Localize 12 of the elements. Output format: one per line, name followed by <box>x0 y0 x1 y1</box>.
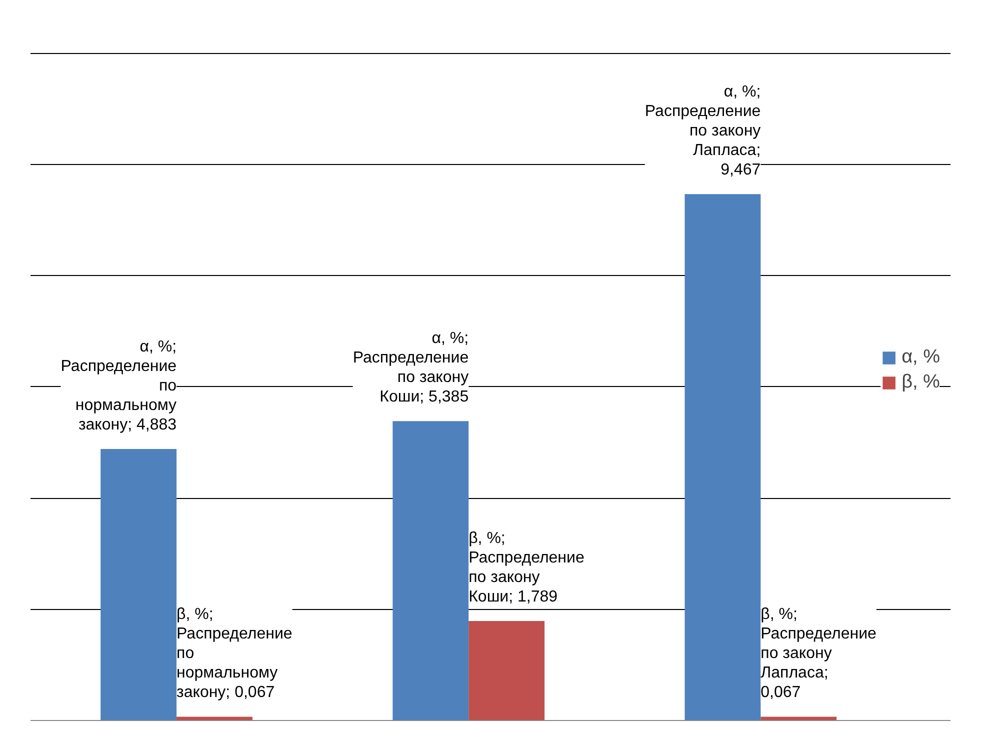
legend-label: β, % <box>902 372 940 394</box>
data-label: α, %; Распределение по нормальному закону; 4,883 <box>60 338 177 434</box>
bar <box>684 194 761 720</box>
bar <box>392 421 469 720</box>
legend-label: α, % <box>902 346 940 368</box>
data-label: α, %; Распределение по закону Лапласа; 9,467 <box>644 83 761 179</box>
data-label: α, %; Распределение по закону Коши; 5,385 <box>352 330 469 406</box>
data-label: β, %; Распределение по нормальному закону; 0,067 <box>176 606 292 702</box>
data-label: β, %; Распределение по закону Лапласа; 0,067 <box>760 606 877 702</box>
bar <box>100 449 177 720</box>
bar <box>468 621 545 720</box>
data-label: β, %; Распределение по закону Коши; 1,789 <box>468 530 584 606</box>
